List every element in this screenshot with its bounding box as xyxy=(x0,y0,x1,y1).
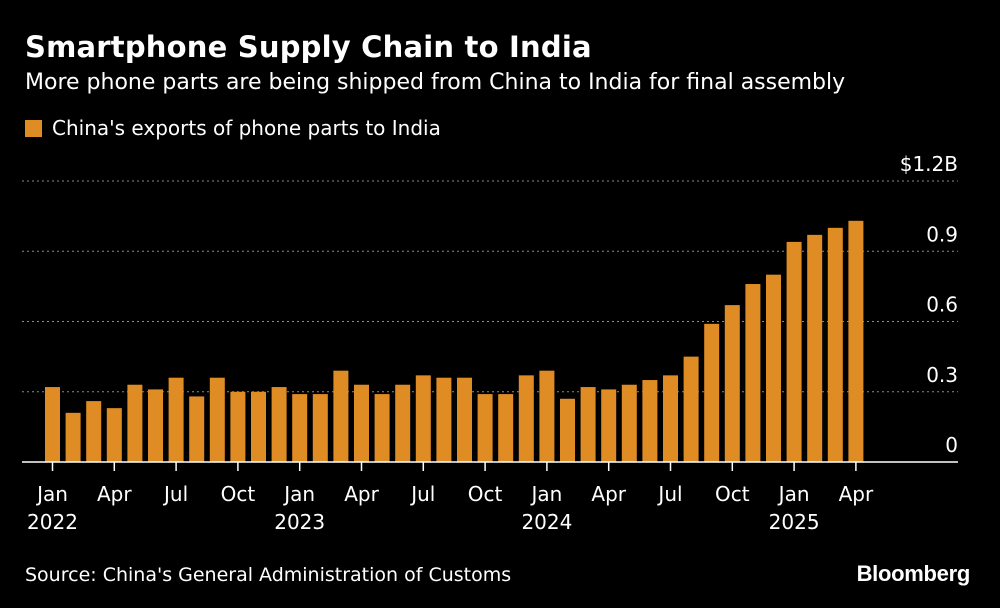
bar xyxy=(148,389,163,462)
bar xyxy=(127,384,143,462)
bar xyxy=(621,384,637,462)
bar xyxy=(333,370,349,462)
x-axis-tick-label: Apr xyxy=(97,482,132,506)
source-note: Source: China's General Administration o… xyxy=(25,564,512,586)
chart-subtitle: More phone parts are being shipped from … xyxy=(25,70,846,95)
bar xyxy=(518,375,534,462)
x-axis-tick-label: Jan xyxy=(282,482,315,506)
bar xyxy=(580,387,596,462)
x-axis-year-label: 2023 xyxy=(274,510,325,534)
bar xyxy=(106,408,122,462)
bar xyxy=(807,234,823,462)
legend: China's exports of phone parts to India xyxy=(25,116,441,140)
x-axis-tick-label: Jul xyxy=(162,482,188,506)
x-axis-tick-label: Jan xyxy=(777,482,810,506)
x-axis-tick-label: Oct xyxy=(221,482,256,506)
x-axis-tick-label: Jul xyxy=(656,482,682,506)
bar xyxy=(230,391,246,462)
y-axis-tick-label: 0.3 xyxy=(926,363,958,387)
bar xyxy=(663,375,678,462)
bar xyxy=(601,389,617,462)
x-axis-year-label: 2025 xyxy=(769,510,820,534)
y-axis-tick-label: 0 xyxy=(945,433,958,457)
bar xyxy=(415,375,431,462)
y-axis-tick-label: 0.6 xyxy=(926,293,958,317)
bar xyxy=(86,401,102,462)
x-axis-tick-label: Apr xyxy=(591,482,626,506)
bar xyxy=(436,377,452,462)
bar xyxy=(498,394,514,462)
x-axis-tick-label: Oct xyxy=(715,482,750,506)
bar xyxy=(251,391,266,462)
bar xyxy=(457,377,472,462)
bar xyxy=(395,384,411,462)
y-axis-tick-label: 0.9 xyxy=(926,222,958,246)
bar xyxy=(642,380,658,462)
x-axis-year-label: 2024 xyxy=(521,510,572,534)
bar xyxy=(292,394,308,462)
x-axis-year-label: 2022 xyxy=(27,510,78,534)
bar xyxy=(745,284,761,462)
bar xyxy=(766,274,781,462)
bar xyxy=(827,227,843,462)
legend-label: China's exports of phone parts to India xyxy=(52,116,441,140)
x-axis-tick-label: Apr xyxy=(344,482,379,506)
bar xyxy=(189,396,205,462)
bloomberg-logo: Bloomberg xyxy=(856,561,971,586)
bar xyxy=(539,370,555,462)
bar xyxy=(271,387,287,462)
legend-swatch xyxy=(25,119,42,137)
bar xyxy=(724,305,740,462)
bar xyxy=(560,398,575,462)
x-axis-tick-label: Jul xyxy=(409,482,435,506)
bar xyxy=(374,394,390,462)
bar xyxy=(848,220,864,462)
bar xyxy=(354,384,369,462)
x-axis-tick-label: Oct xyxy=(468,482,503,506)
bar xyxy=(45,387,60,462)
x-axis-tick-label: Jan xyxy=(529,482,562,506)
bar xyxy=(65,412,81,462)
bar xyxy=(477,394,493,462)
bar xyxy=(704,323,720,462)
x-axis-tick-label: Jan xyxy=(35,482,68,506)
chart-title: Smartphone Supply Chain to India xyxy=(25,30,592,64)
x-axis-tick-label: Apr xyxy=(839,482,874,506)
bar xyxy=(209,377,225,462)
bar xyxy=(312,394,328,462)
bar xyxy=(683,356,699,462)
bar xyxy=(168,377,184,462)
y-axis-tick-label: $1.2B xyxy=(900,152,958,176)
bar xyxy=(786,241,802,462)
